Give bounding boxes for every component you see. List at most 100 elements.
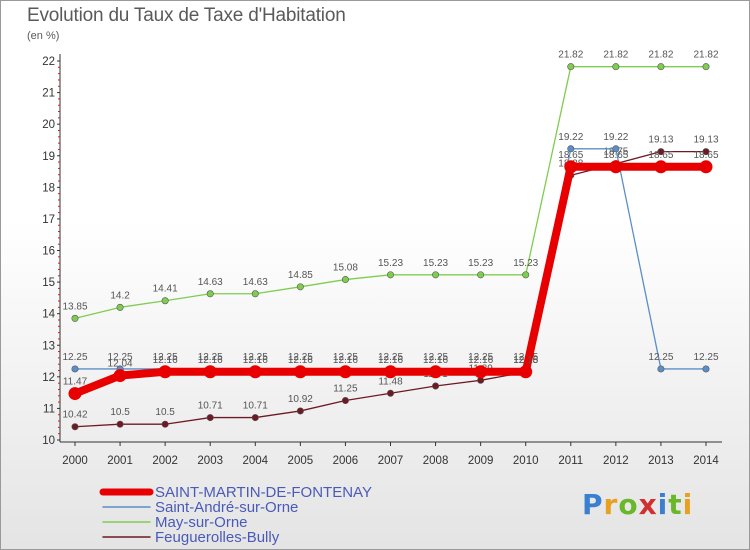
data-point — [564, 160, 578, 174]
legend-label: Saint-André-sur-Orne — [155, 499, 298, 516]
data-point — [341, 397, 349, 405]
data-label: 14.63 — [198, 277, 223, 288]
data-label: 21.82 — [603, 50, 628, 61]
y-tick-label: 14 — [42, 309, 55, 321]
y-tick-label: 11 — [43, 403, 55, 415]
data-point — [71, 365, 79, 373]
data-label: 12.16 — [198, 355, 223, 366]
x-tick-label: 2011 — [558, 455, 583, 467]
data-point — [251, 414, 259, 422]
data-point — [657, 63, 665, 71]
data-label: 12.25 — [198, 352, 223, 363]
data-label: 12.16 — [378, 355, 403, 366]
y-tick-label: 22 — [42, 56, 55, 68]
x-tick-label: 2013 — [648, 455, 674, 467]
data-point — [158, 365, 172, 379]
data-point — [68, 387, 82, 401]
data-point — [203, 365, 217, 379]
data-label: 15.23 — [513, 258, 538, 269]
data-point — [206, 290, 214, 298]
x-tick-label: 2000 — [62, 455, 88, 467]
data-label: 11.48 — [378, 376, 403, 387]
data-point — [612, 63, 620, 71]
data-point — [657, 365, 665, 373]
data-point — [432, 271, 440, 279]
data-point — [341, 276, 349, 284]
data-label: 12.25 — [423, 352, 448, 363]
series-line — [74, 66, 707, 320]
data-label: 19.13 — [648, 135, 673, 146]
data-label: 10.71 — [198, 401, 223, 412]
data-point — [384, 365, 397, 379]
data-label: 18.65 — [693, 150, 718, 161]
data-label: 12.16 — [153, 355, 178, 366]
data-label: 12.16 — [513, 355, 538, 366]
x-tick-label: 2008 — [423, 455, 449, 467]
logo-letter: r — [603, 488, 619, 521]
data-point — [248, 365, 262, 379]
data-label: 12.25 — [288, 352, 313, 363]
data-point — [429, 365, 443, 379]
data-point — [116, 420, 124, 428]
data-point — [522, 271, 530, 279]
chart-title: Evolution du Taux de Taxe d'Habitation — [27, 5, 346, 26]
data-point — [477, 271, 485, 279]
logo-letter: i — [657, 488, 669, 521]
legend-label: Feuguerolles-Bully — [155, 529, 280, 546]
data-point — [609, 160, 623, 174]
data-label: 10.92 — [288, 394, 313, 405]
data-point — [657, 148, 665, 156]
data-label: 12.25 — [108, 352, 133, 363]
data-point — [71, 314, 79, 322]
data-label: 15.23 — [423, 258, 448, 269]
data-point — [519, 365, 533, 379]
x-tick-label: 2007 — [378, 455, 404, 467]
data-label: 12.16 — [468, 355, 493, 366]
data-label: 18.65 — [648, 150, 673, 161]
data-label: 18.65 — [603, 150, 628, 161]
logo-letter: t — [668, 488, 683, 521]
x-tick-label: 2012 — [603, 455, 629, 467]
data-point — [296, 283, 304, 291]
data-point — [702, 63, 710, 71]
data-label: 10.5 — [155, 407, 175, 418]
y-tick-label: 12 — [42, 372, 55, 384]
data-label: 21.82 — [648, 50, 673, 61]
data-label: 12.25 — [648, 352, 673, 363]
data-point — [116, 303, 124, 311]
data-label: 14.2 — [110, 290, 130, 301]
data-label: 10.71 — [243, 401, 268, 412]
data-label: 12.16 — [333, 355, 358, 366]
data-label: 11.47 — [63, 377, 88, 388]
y-tick-label: 13 — [42, 340, 55, 352]
data-point — [654, 160, 668, 174]
data-point — [251, 290, 259, 298]
data-label: 12.25 — [153, 352, 178, 363]
data-label: 15.23 — [378, 258, 403, 269]
data-label: 12.25 — [243, 352, 268, 363]
data-point — [386, 271, 394, 279]
y-tick-label: 10 — [42, 435, 55, 447]
data-point — [567, 63, 575, 71]
data-label: 12.16 — [423, 355, 448, 366]
data-point — [161, 420, 169, 428]
data-label: 14.41 — [153, 284, 178, 295]
data-label: 12.25 — [62, 352, 87, 363]
data-label: 12.04 — [108, 359, 133, 370]
data-label: 12.25 — [693, 352, 718, 363]
data-label: 19.22 — [603, 132, 628, 143]
y-tick-label: 20 — [42, 119, 55, 131]
data-point — [567, 145, 575, 153]
data-point — [702, 365, 710, 373]
x-tick-label: 2009 — [468, 455, 494, 467]
x-tick-label: 2014 — [693, 455, 719, 467]
proxiti-logo: Proxiti — [582, 488, 693, 521]
logo-letter: o — [618, 488, 639, 521]
y-tick-label: 19 — [42, 151, 55, 163]
data-label: 15.23 — [468, 258, 493, 269]
logo-letter: x — [638, 488, 658, 521]
data-label: 13.85 — [62, 301, 87, 312]
x-tick-label: 2002 — [152, 455, 178, 467]
x-tick-label: 2003 — [197, 455, 223, 467]
